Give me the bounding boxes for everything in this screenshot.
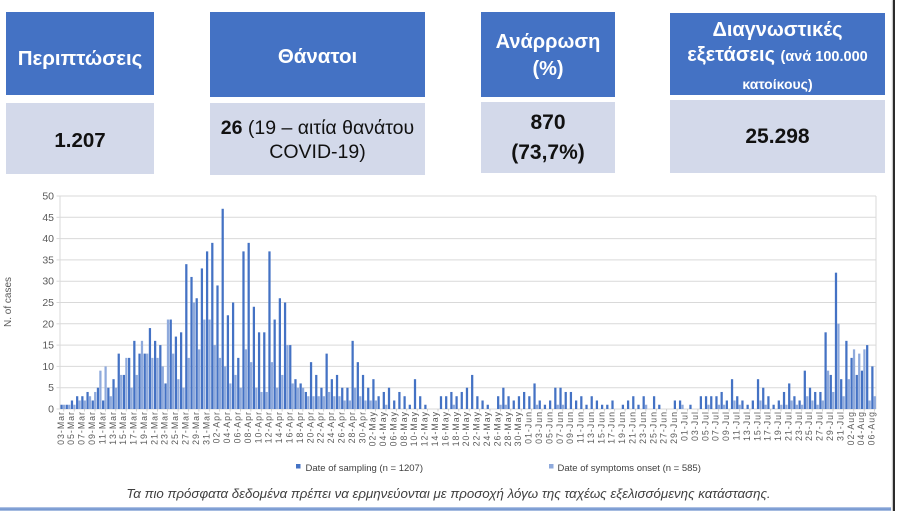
svg-text:25-Jun: 25-Jun	[648, 411, 658, 444]
svg-text:25: 25	[42, 297, 54, 309]
svg-text:18-Apr: 18-Apr	[295, 411, 305, 443]
svg-text:45: 45	[42, 212, 54, 224]
svg-text:25-Mar: 25-Mar	[170, 411, 180, 445]
svg-text:18-May: 18-May	[451, 411, 461, 446]
svg-text:24-May: 24-May	[482, 411, 492, 446]
svg-text:11-Mar: 11-Mar	[97, 411, 107, 444]
svg-text:15: 15	[42, 340, 54, 352]
svg-text:29-Jul: 29-Jul	[825, 411, 835, 441]
svg-text:Date of symptoms onset (n = 58: Date of symptoms onset (n = 585)	[558, 463, 701, 474]
svg-text:09-Jun: 09-Jun	[565, 411, 575, 444]
svg-text:15-Jun: 15-Jun	[596, 411, 606, 444]
svg-text:12-May: 12-May	[420, 411, 430, 446]
svg-text:06-Aug: 06-Aug	[867, 411, 877, 445]
svg-text:17-Mar: 17-Mar	[129, 411, 139, 445]
svg-text:27-Jul: 27-Jul	[815, 411, 825, 441]
svg-text:04-Apr: 04-Apr	[222, 411, 232, 443]
svg-text:N. of cases: N. of cases	[3, 277, 14, 327]
svg-text:16-Apr: 16-Apr	[285, 411, 295, 443]
svg-text:0: 0	[48, 404, 54, 416]
svg-text:22-Apr: 22-Apr	[316, 411, 326, 443]
svg-text:19-Jun: 19-Jun	[617, 411, 627, 444]
svg-text:28-May: 28-May	[503, 411, 513, 446]
svg-text:01-Jul: 01-Jul	[680, 411, 690, 441]
svg-text:50: 50	[42, 191, 54, 203]
svg-text:40: 40	[42, 233, 54, 245]
svg-text:13-Mar: 13-Mar	[108, 411, 118, 445]
svg-text:11-Jul: 11-Jul	[732, 411, 742, 440]
svg-text:13-Jun: 13-Jun	[586, 411, 596, 444]
svg-text:20: 20	[42, 318, 54, 330]
svg-text:05-Jul: 05-Jul	[700, 411, 710, 441]
svg-text:25-Jul: 25-Jul	[804, 411, 814, 441]
svg-text:14-May: 14-May	[430, 411, 440, 446]
svg-text:07-Jun: 07-Jun	[555, 411, 565, 444]
svg-text:35: 35	[42, 254, 54, 266]
svg-text:26-Apr: 26-Apr	[337, 411, 347, 443]
svg-text:19-Mar: 19-Mar	[139, 411, 149, 445]
svg-text:29-Jun: 29-Jun	[669, 411, 679, 444]
svg-text:13-Jul: 13-Jul	[742, 411, 752, 441]
svg-text:02-May: 02-May	[368, 411, 378, 446]
svg-text:23-Jul: 23-Jul	[794, 411, 804, 441]
svg-text:08-Apr: 08-Apr	[243, 411, 253, 443]
svg-text:15-Jul: 15-Jul	[752, 411, 762, 441]
svg-text:06-Apr: 06-Apr	[233, 411, 243, 443]
svg-text:03-Jul: 03-Jul	[690, 411, 700, 441]
svg-text:09-Jul: 09-Jul	[721, 411, 731, 441]
svg-text:05-Mar: 05-Mar	[66, 411, 76, 445]
svg-text:29-Mar: 29-Mar	[191, 411, 201, 445]
svg-text:02-Aug: 02-Aug	[846, 411, 856, 445]
svg-text:17-Jul: 17-Jul	[763, 411, 773, 441]
svg-text:08-May: 08-May	[399, 411, 409, 446]
svg-text:31-Jul: 31-Jul	[835, 411, 845, 441]
svg-text:Date of sampling (n = 1207): Date of sampling (n = 1207)	[306, 463, 424, 474]
svg-text:16-May: 16-May	[440, 411, 450, 446]
svg-text:21-Jul: 21-Jul	[783, 411, 793, 441]
svg-text:27-Jun: 27-Jun	[659, 411, 669, 444]
svg-text:26-May: 26-May	[492, 411, 502, 446]
svg-text:20-Apr: 20-Apr	[305, 411, 315, 443]
svg-text:5: 5	[48, 382, 54, 394]
svg-text:30-Apr: 30-Apr	[357, 411, 367, 443]
svg-text:20-May: 20-May	[461, 411, 471, 446]
svg-text:06-May: 06-May	[388, 411, 398, 446]
svg-text:04-Aug: 04-Aug	[856, 411, 866, 445]
svg-text:21-Jun: 21-Jun	[628, 411, 638, 444]
svg-text:12-Apr: 12-Apr	[264, 411, 274, 443]
svg-text:30-May: 30-May	[513, 411, 523, 446]
svg-text:10-May: 10-May	[409, 411, 419, 446]
svg-text:02-Apr: 02-Apr	[212, 411, 222, 443]
svg-text:24-Apr: 24-Apr	[326, 411, 336, 443]
svg-text:04-May: 04-May	[378, 411, 388, 446]
svg-text:27-Mar: 27-Mar	[181, 411, 191, 445]
svg-text:10-Apr: 10-Apr	[253, 411, 263, 443]
svg-text:07-Mar: 07-Mar	[77, 411, 87, 445]
svg-text:19-Jul: 19-Jul	[773, 411, 783, 441]
svg-text:28-Apr: 28-Apr	[347, 411, 357, 443]
svg-text:15-Mar: 15-Mar	[118, 411, 128, 445]
svg-text:10: 10	[42, 361, 54, 373]
svg-text:07-Jul: 07-Jul	[711, 411, 721, 441]
svg-text:03-Jun: 03-Jun	[534, 411, 544, 444]
svg-text:03-Mar: 03-Mar	[56, 411, 66, 445]
svg-text:17-Jun: 17-Jun	[607, 411, 617, 444]
svg-text:01-Jun: 01-Jun	[524, 411, 534, 444]
svg-text:23-Jun: 23-Jun	[638, 411, 648, 444]
svg-text:22-May: 22-May	[472, 411, 482, 446]
svg-text:05-Jun: 05-Jun	[544, 411, 554, 444]
svg-text:09-Mar: 09-Mar	[87, 411, 97, 445]
svg-text:21-Mar: 21-Mar	[149, 411, 159, 445]
svg-text:31-Mar: 31-Mar	[201, 411, 211, 445]
svg-text:11-Jun: 11-Jun	[576, 411, 586, 443]
svg-text:14-Apr: 14-Apr	[274, 411, 284, 443]
svg-text:23-Mar: 23-Mar	[160, 411, 170, 445]
svg-text:30: 30	[42, 276, 54, 288]
